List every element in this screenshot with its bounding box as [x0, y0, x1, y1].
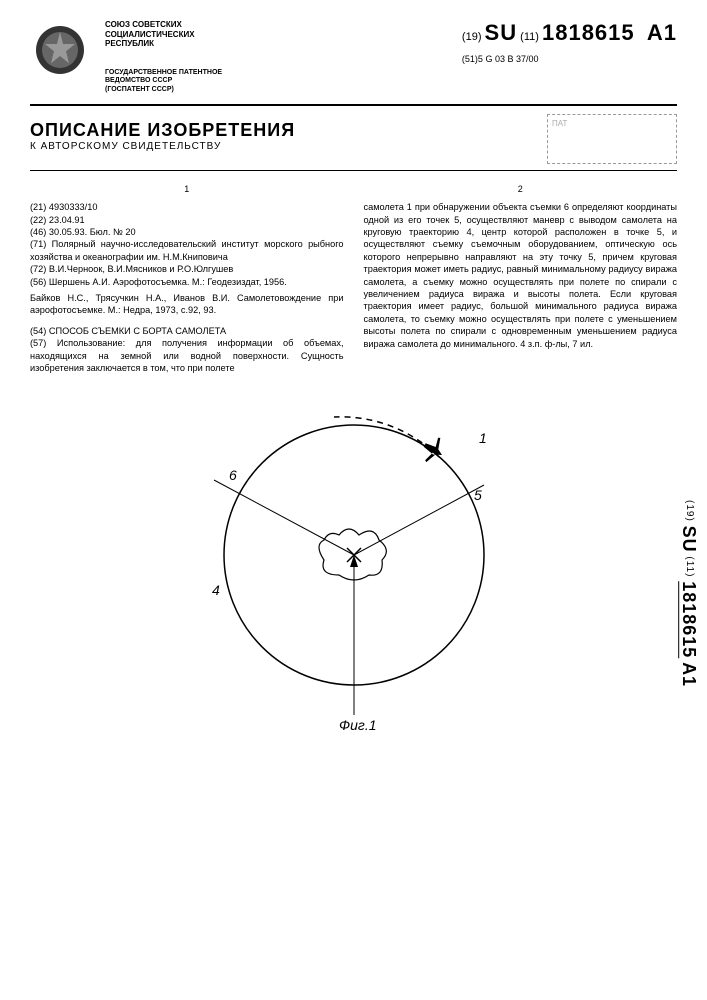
- side-publication: (19) SU (11) 1818615 A1: [678, 500, 699, 687]
- ipc-prefix: (51)5: [462, 54, 483, 64]
- field-46: (46) 30.05.93. Бюл. № 20: [30, 226, 344, 238]
- field-71: (71) Полярный научно-исследовательский и…: [30, 238, 344, 263]
- col2-num: 2: [364, 183, 678, 195]
- side-kind: A1: [679, 662, 699, 687]
- field-57: (57) Использование: для получения информ…: [30, 337, 344, 374]
- divider: [30, 104, 677, 106]
- label-6: 6: [229, 467, 237, 483]
- pub-kind: A1: [647, 20, 677, 45]
- side-prefix: (19): [684, 500, 695, 522]
- office-label: ГОСУДАРСТВЕННОЕ ПАТЕНТНОЕ ВЕДОМСТВО СССР…: [105, 69, 462, 94]
- side-mid: (11): [684, 556, 695, 577]
- figure-caption: Фиг.1: [339, 717, 377, 733]
- col2-text: самолета 1 при обнаружении объекта съемк…: [364, 201, 678, 350]
- side-number: 1818615: [679, 581, 699, 658]
- field-54: (54) СПОСОБ СЪЕМКИ С БОРТА САМОЛЕТА: [30, 325, 344, 337]
- col1-num: 1: [30, 183, 344, 195]
- field-56b: Байков Н.С., Трясучкин Н.А., Иванов В.И.…: [30, 292, 344, 317]
- ipc-code: G 03 B 37/00: [485, 54, 538, 64]
- pub-prefix: (19): [462, 31, 482, 43]
- field-72: (72) В.И.Черноок, В.И.Мясников и Р.О.Юлг…: [30, 263, 344, 275]
- column-2: 2 самолета 1 при обнаружении объекта съе…: [364, 183, 678, 375]
- figure-1: 1 5 6 4 Фиг.1: [30, 395, 677, 740]
- stamp-box: ПАТ: [547, 114, 677, 164]
- column-1: 1 (21) 4930333/10 (22) 23.04.91 (46) 30.…: [30, 183, 344, 375]
- subtitle: К АВТОРСКОМУ СВИДЕТЕЛЬСТВУ: [30, 141, 295, 152]
- stamp-text: ПАТ: [552, 119, 567, 128]
- pub-number: 1818615: [542, 20, 635, 45]
- diagram-svg: 1 5 6 4 Фиг.1: [174, 395, 534, 735]
- thin-divider: [30, 170, 677, 171]
- field-22: (22) 23.04.91: [30, 214, 344, 226]
- field-21: (21) 4930333/10: [30, 201, 344, 213]
- field-56a: (56) Шершень А.И. Аэрофотосъемка. М.: Ге…: [30, 276, 344, 288]
- main-title: ОПИСАНИЕ ИЗОБРЕТЕНИЯ: [30, 120, 295, 141]
- columns: 1 (21) 4930333/10 (22) 23.04.91 (46) 30.…: [30, 183, 677, 375]
- side-country: SU: [679, 526, 699, 553]
- label-1: 1: [479, 430, 487, 446]
- label-4: 4: [212, 582, 220, 598]
- union-label: СОЮЗ СОВЕТСКИХ СОЦИАЛИСТИЧЕСКИХ РЕСПУБЛИ…: [105, 20, 462, 49]
- publication-block: (19) SU (11) 1818615 A1 (51)5 G 03 B 37/…: [462, 20, 677, 64]
- label-5: 5: [474, 487, 482, 503]
- pub-mid: (11): [520, 31, 539, 43]
- pub-country: SU: [485, 20, 518, 45]
- soviet-emblem: [30, 20, 90, 80]
